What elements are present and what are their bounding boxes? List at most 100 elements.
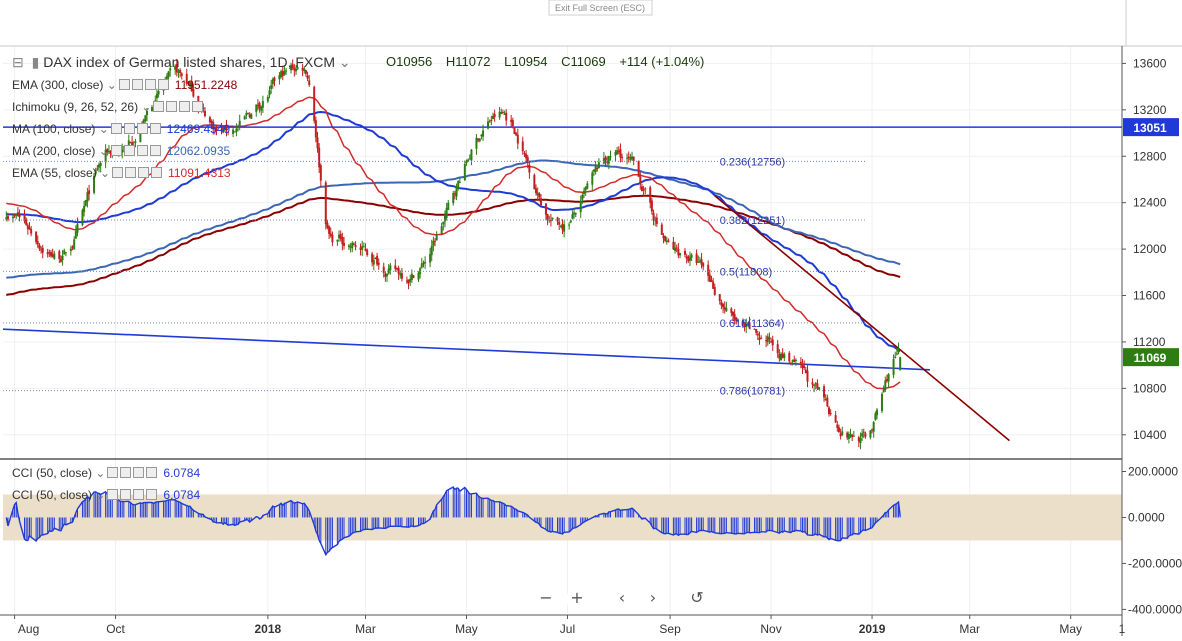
candle-body <box>210 120 213 123</box>
candle-body <box>736 320 739 322</box>
ema-300-line <box>6 194 901 296</box>
indicator-legend-1[interactable]: Ichimoku (9, 26, 52, 26) ⌄ <box>12 100 204 114</box>
candle-body <box>222 127 225 133</box>
chevron-down-icon[interactable]: ⌄ <box>106 78 117 92</box>
candle-body <box>215 127 218 130</box>
exit-fullscreen-button[interactable] <box>548 0 653 16</box>
candle-body <box>642 189 645 191</box>
zoom-out-button[interactable]: − <box>535 588 557 610</box>
candle-body <box>748 322 751 329</box>
candle-body <box>828 407 831 415</box>
candle-body <box>501 112 504 114</box>
chevron-down-icon[interactable]: ⌄ <box>95 488 106 502</box>
resistance-badge-label: 13051 <box>1133 121 1167 135</box>
cci-legend-0[interactable]: CCI (50, close) ⌄ 6.0784 <box>12 466 200 480</box>
candle-body <box>498 111 501 118</box>
candle-body <box>720 301 723 306</box>
chart-title-row[interactable]: ⊟ ▮ DAX index of German listed shares, 1… <box>12 54 351 71</box>
candle-body <box>632 156 635 161</box>
add-icon[interactable] <box>144 79 156 90</box>
close-icon[interactable] <box>146 467 158 478</box>
candle-body <box>652 212 655 221</box>
candle-body <box>64 252 67 254</box>
scroll-left-button[interactable]: ‹ <box>611 588 633 610</box>
chevron-down-icon[interactable]: ⌄ <box>141 100 152 114</box>
candle-body <box>834 415 837 423</box>
eye-icon[interactable] <box>110 123 122 134</box>
add-icon[interactable] <box>138 167 150 178</box>
fib-label: 0.236(12756) <box>720 156 785 168</box>
eye-icon[interactable] <box>118 79 130 90</box>
scroll-right-button[interactable]: › <box>642 588 664 610</box>
cci-tick-label: 0.0000 <box>1128 510 1165 524</box>
candle-body <box>442 221 445 225</box>
close-icon[interactable] <box>146 489 158 500</box>
chart-title: DAX index of German listed shares, 1D, F… <box>43 54 336 70</box>
eye-icon[interactable] <box>110 145 122 156</box>
candle-body <box>432 240 435 246</box>
indicator-legend-0[interactable]: EMA (300, close) ⌄ 11951.2248 <box>12 78 237 92</box>
candle-body <box>212 121 215 130</box>
candle-body <box>58 251 61 259</box>
close-icon[interactable] <box>151 167 163 178</box>
add-icon[interactable] <box>136 145 148 156</box>
candle-body <box>826 397 829 407</box>
candle-body <box>405 280 408 282</box>
candle-body <box>806 370 809 382</box>
eye-icon[interactable] <box>107 489 119 500</box>
eye-icon[interactable] <box>107 467 119 478</box>
ma-200-line <box>6 159 901 279</box>
settings-icon[interactable] <box>120 489 132 500</box>
chevron-down-icon[interactable]: ⌄ <box>98 122 109 136</box>
chevron-down-icon[interactable]: ⌄ <box>100 166 111 180</box>
candle-body <box>783 354 786 359</box>
close-icon[interactable] <box>157 79 169 90</box>
chevron-down-icon[interactable]: ⌄ <box>95 466 106 480</box>
candle-body <box>167 71 170 78</box>
candle-body <box>443 215 446 222</box>
candle-body <box>654 219 657 222</box>
candle-body <box>591 172 594 185</box>
reset-button[interactable]: ↺ <box>686 588 708 610</box>
indicator-legend-2[interactable]: MA (100, close) ⌄ 12469.4549 <box>12 122 230 136</box>
settings-icon[interactable] <box>123 145 135 156</box>
indicator-legend-3[interactable]: MA (200, close) ⌄ 12062.0935 <box>12 144 230 158</box>
cci-legend-1[interactable]: CCI (50, close) ⌄ 6.0784 <box>12 488 200 502</box>
chevron-down-icon[interactable]: ⌄ <box>98 144 109 158</box>
add-icon[interactable] <box>133 467 145 478</box>
chevron-down-icon[interactable]: ⌄ <box>338 54 351 70</box>
zoom-in-button[interactable]: + <box>566 588 588 610</box>
candle-body <box>535 188 538 194</box>
eye-icon[interactable] <box>153 101 165 112</box>
candle-body <box>698 260 701 262</box>
collapse-icon[interactable]: ⊟ <box>12 54 24 70</box>
close-icon[interactable] <box>149 123 161 134</box>
candle-body <box>712 281 715 289</box>
candle-body <box>490 119 493 121</box>
settings-icon[interactable] <box>125 167 137 178</box>
cci-tick-label: 200.0000 <box>1128 464 1178 478</box>
settings-icon[interactable] <box>166 101 178 112</box>
candle-body <box>6 216 9 220</box>
candle-body <box>871 429 874 431</box>
candle-body <box>429 254 432 263</box>
settings-icon[interactable] <box>123 123 135 134</box>
close-icon[interactable] <box>149 145 161 156</box>
candle-body <box>187 81 190 84</box>
close-icon[interactable] <box>192 101 204 112</box>
candle-body <box>301 67 304 71</box>
candle-body <box>794 359 797 361</box>
candle-body <box>621 157 624 159</box>
high-value: H11072 <box>445 54 491 69</box>
fib-label: 0.5(11808) <box>720 266 772 278</box>
add-icon[interactable] <box>179 101 191 112</box>
settings-icon[interactable] <box>131 79 143 90</box>
candle-body <box>551 217 554 220</box>
candle-body <box>679 253 682 256</box>
indicator-legend-4[interactable]: EMA (55, close) ⌄ 11091.4313 <box>12 166 231 180</box>
candle-body <box>510 119 513 122</box>
settings-icon[interactable] <box>120 467 132 478</box>
add-icon[interactable] <box>136 123 148 134</box>
eye-icon[interactable] <box>112 167 124 178</box>
add-icon[interactable] <box>133 489 145 500</box>
